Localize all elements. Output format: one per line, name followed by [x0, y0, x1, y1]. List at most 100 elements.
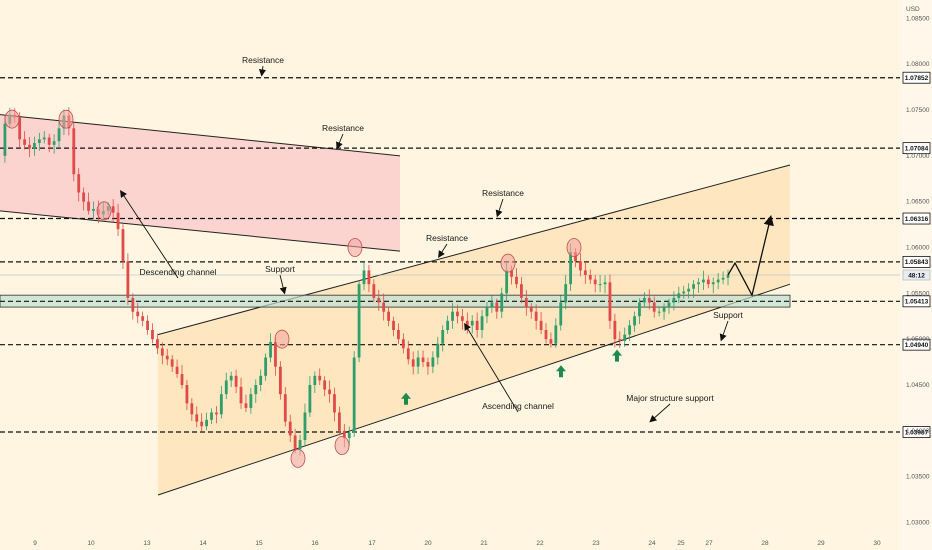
candle-body: [411, 359, 415, 367]
candle-body: [392, 320, 395, 330]
currency-label: USD: [906, 6, 920, 13]
candle-body: [520, 284, 523, 298]
marks-layer: [4, 109, 774, 468]
pivot-circle-marker: [347, 238, 363, 257]
candle-body: [200, 421, 204, 427]
x-tick-label: 24: [648, 540, 656, 547]
candle-body: [564, 284, 568, 303]
x-tick-label: 30: [873, 540, 881, 547]
candle-body: [721, 277, 725, 280]
candle-body: [475, 320, 479, 330]
candle-body: [470, 320, 474, 326]
candle-body: [318, 375, 322, 381]
candle-body: [254, 385, 258, 395]
candle-body: [672, 297, 676, 303]
candle-body: [446, 320, 450, 330]
candle-body: [485, 307, 489, 317]
candle-body: [588, 275, 592, 280]
annotation-pointer: [438, 243, 448, 259]
candle-body: [569, 252, 572, 285]
candle-body: [495, 302, 499, 312]
candle-body: [18, 117, 22, 140]
candle-body: [421, 357, 425, 363]
candle-body: [554, 325, 558, 344]
level-price-box: [902, 71, 931, 84]
candle-body: [205, 419, 208, 427]
annotation-pointer: [258, 65, 267, 77]
y-tick-label: 1.03500: [906, 474, 930, 481]
candle-body: [23, 139, 26, 145]
annotation-label: Support: [265, 264, 295, 274]
candle-body: [500, 293, 504, 312]
candle-body: [480, 316, 484, 330]
green-up-arrow-icon: [612, 349, 622, 362]
projection-path: [727, 214, 774, 297]
green-up-arrow-icon: [556, 365, 566, 378]
candle-body: [131, 297, 135, 312]
candle-body: [116, 212, 120, 230]
candle-body: [529, 307, 533, 312]
candle-body: [180, 374, 184, 385]
candle-body: [465, 320, 469, 326]
candle-body: [647, 297, 651, 303]
candle-body: [47, 137, 51, 145]
candle-body: [357, 284, 361, 358]
candle-body: [726, 275, 730, 278]
y-tick-label: 1.04000: [906, 428, 930, 435]
candle-body: [170, 359, 174, 367]
candle-body: [269, 341, 272, 358]
level-price-label: 1.06316: [905, 216, 929, 223]
candle-body: [121, 229, 125, 262]
x-tick-label: 25: [677, 540, 685, 547]
candle-body: [382, 302, 386, 312]
candle-body: [249, 394, 253, 408]
candle-body: [534, 311, 538, 321]
annotation-label: Support: [713, 310, 743, 320]
pivot-circle-marker: [290, 448, 306, 468]
candle-body: [510, 270, 513, 277]
level-price-label: 1.07852: [905, 75, 929, 82]
annotation-label: Descending channel: [139, 267, 216, 277]
candle-body: [377, 297, 381, 303]
x-tick-label: 28: [761, 540, 769, 547]
candle-body: [401, 339, 405, 349]
candle-body: [416, 357, 420, 367]
candle-body: [623, 334, 627, 341]
candle-body: [28, 144, 31, 149]
x-tick-label: 15: [255, 540, 263, 547]
level-price-box: [902, 338, 931, 351]
candle-body: [82, 192, 86, 202]
candle-body: [283, 394, 287, 422]
x-tick-label: 16: [311, 540, 319, 547]
candle-body: [372, 284, 376, 298]
candle-body: [657, 311, 661, 313]
annotation-pointer: [649, 403, 671, 423]
candle-body: [333, 394, 336, 413]
green-up-arrow-icon: [401, 392, 411, 405]
y-tick-label: 1.08500: [906, 15, 930, 22]
candle-body: [436, 343, 440, 358]
candle-body: [234, 375, 238, 387]
candle-body: [313, 375, 317, 385]
annotation-label: Ascending channel: [482, 401, 554, 411]
levels-layer: 1.07852 1.07084 1.06316 1.05843 1.05413 1.049…: [0, 71, 931, 438]
candle-body: [598, 284, 602, 286]
candle-body: [583, 270, 587, 275]
candle-body: [456, 311, 459, 317]
candle-body: [342, 430, 346, 439]
candles-layer: [3, 107, 730, 456]
current-price-label: 48:12: [908, 272, 925, 279]
candle-body: [687, 288, 691, 292]
candle-body: [711, 282, 715, 285]
candle-body: [515, 276, 518, 285]
candle-body: [706, 279, 710, 285]
candle-body: [505, 270, 509, 294]
candle-body: [190, 403, 194, 415]
ascending-channel-fill: [158, 165, 790, 495]
x-tick-label: 29: [817, 540, 825, 547]
candle-body: [274, 341, 277, 367]
annotation-pointer: [464, 322, 519, 413]
candle-body: [156, 339, 159, 349]
